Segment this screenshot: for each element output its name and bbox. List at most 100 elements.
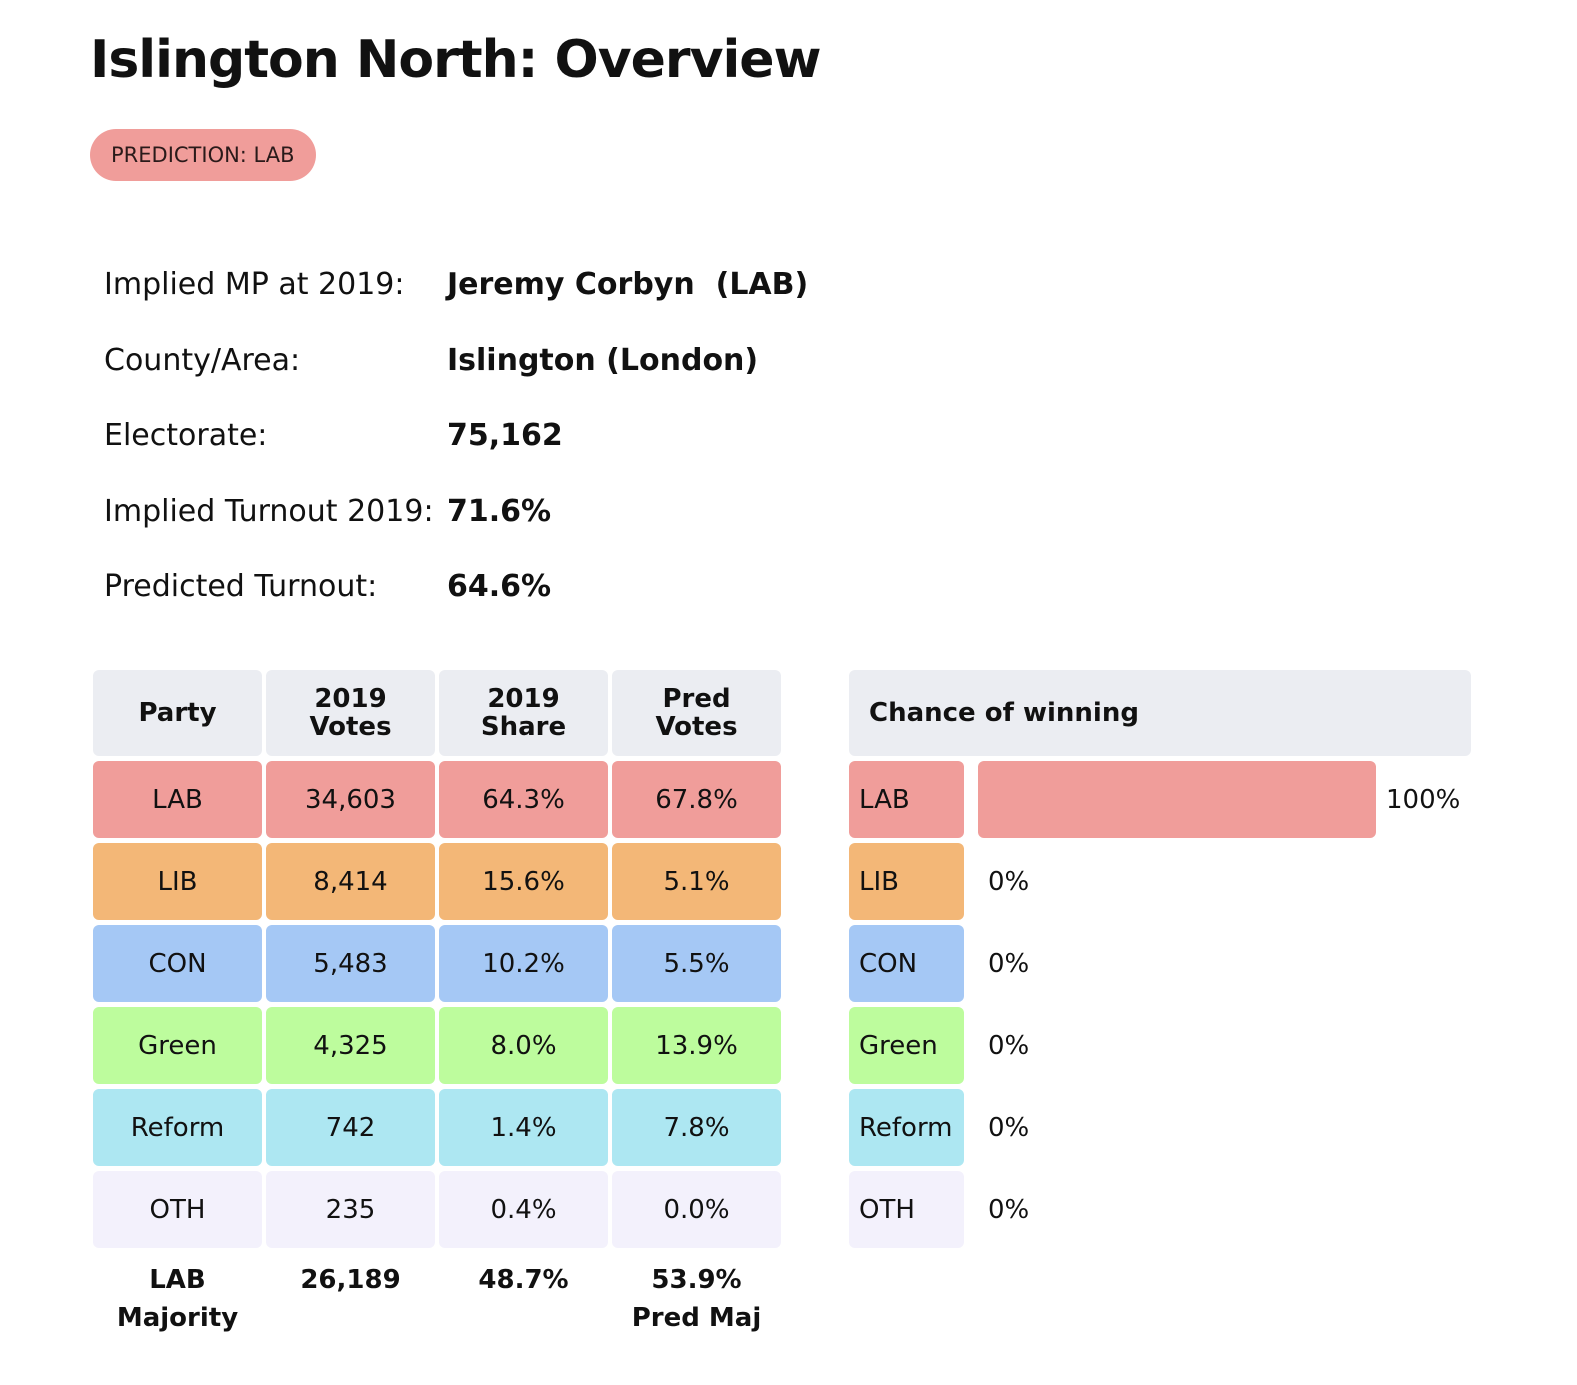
table-row: LAB 34,603 64.3% 67.8%: [93, 761, 783, 838]
party-cell: CON: [93, 925, 262, 1002]
header-line: Party: [138, 698, 217, 728]
majority-label-text: Majority: [116, 1303, 239, 1333]
share-2019-cell: 64.3%: [439, 761, 608, 838]
header-line: Share: [480, 712, 567, 742]
pred-votes-cell: 7.8%: [612, 1089, 781, 1166]
majority-share: 48.7%: [439, 1261, 608, 1337]
share-2019-cell: 0.4%: [439, 1171, 608, 1248]
info-value: Jeremy Corbyn (LAB): [447, 267, 809, 303]
party-cell: LIB: [93, 843, 262, 920]
chance-value: 0%: [988, 866, 1030, 897]
votes-2019-cell: 5,483: [266, 925, 435, 1002]
chance-header: Chance of winning: [849, 670, 1471, 756]
header-party: Party: [93, 670, 262, 756]
pred-votes-cell: 13.9%: [612, 1007, 781, 1084]
pred-majority-value: 53.9%: [651, 1265, 742, 1295]
party-cell: LAB: [93, 761, 262, 838]
chance-row: Green 0%: [849, 1007, 1471, 1084]
header-line: Pred: [662, 684, 731, 714]
majority-label: LAB Majority: [93, 1261, 262, 1337]
votes-2019-cell: 742: [266, 1089, 435, 1166]
header-line: Votes: [309, 712, 392, 742]
chance-bar-area: 0%: [978, 843, 1029, 920]
chance-row: LIB 0%: [849, 843, 1471, 920]
chance-bar: [978, 761, 1376, 838]
majority-votes-value: 26,189: [300, 1265, 401, 1295]
chance-party-label: CON: [849, 925, 964, 1002]
table-row: LIB 8,414 15.6% 5.1%: [93, 843, 783, 920]
info-row-predicted-turnout: Predicted Turnout: 64.6%: [104, 549, 904, 625]
pred-votes-cell: 5.1%: [612, 843, 781, 920]
info-value: Islington (London): [447, 342, 759, 378]
info-label: Implied MP at 2019:: [104, 267, 405, 303]
header-pred-votes: Pred Votes: [612, 670, 781, 756]
page-title: Islington North: Overview: [90, 30, 822, 90]
chance-party-label: Reform: [849, 1089, 964, 1166]
chance-value: 0%: [988, 1194, 1030, 1225]
info-value: 75,162: [447, 418, 563, 454]
header-line: Votes: [655, 712, 738, 742]
majority-votes: 26,189: [266, 1261, 435, 1337]
info-label: Implied Turnout 2019:: [104, 493, 434, 529]
share-2019-cell: 8.0%: [439, 1007, 608, 1084]
chance-value: 100%: [1386, 784, 1461, 815]
info-row-mp: Implied MP at 2019: Jeremy Corbyn (LAB): [104, 247, 904, 323]
info-value: 71.6%: [447, 493, 552, 529]
votes-2019-cell: 4,325: [266, 1007, 435, 1084]
header-2019-share: 2019 Share: [439, 670, 608, 756]
pred-majority-label: Pred Maj: [631, 1303, 762, 1333]
chance-row: Reform 0%: [849, 1089, 1471, 1166]
info-label: Electorate:: [104, 418, 268, 454]
chance-party-label: LIB: [849, 843, 964, 920]
results-table: Party 2019 Votes 2019 Share Pred Votes L…: [93, 670, 783, 1337]
header-2019-votes: 2019 Votes: [266, 670, 435, 756]
table-footer-row: LAB Majority 26,189 48.7% 53.9% Pred Maj: [93, 1261, 783, 1337]
info-label: County/Area:: [104, 342, 301, 378]
share-2019-cell: 10.2%: [439, 925, 608, 1002]
info-row-implied-turnout: Implied Turnout 2019: 71.6%: [104, 474, 904, 550]
chance-bar-area: 0%: [978, 1089, 1029, 1166]
chance-of-winning-panel: Chance of winning LAB 100% LIB 0% CON 0% Green…: [849, 670, 1471, 1253]
chance-party-label: OTH: [849, 1171, 964, 1248]
chance-party-label: Green: [849, 1007, 964, 1084]
party-cell: Green: [93, 1007, 262, 1084]
chance-row: CON 0%: [849, 925, 1471, 1002]
share-2019-cell: 1.4%: [439, 1089, 608, 1166]
table-row: OTH 235 0.4% 0.0%: [93, 1171, 783, 1248]
party-cell: Reform: [93, 1089, 262, 1166]
pred-votes-cell: 67.8%: [612, 761, 781, 838]
chance-value: 0%: [988, 948, 1030, 979]
info-value: 64.6%: [447, 569, 552, 605]
table-header-row: Party 2019 Votes 2019 Share Pred Votes: [93, 670, 783, 756]
votes-2019-cell: 235: [266, 1171, 435, 1248]
info-row-electorate: Electorate: 75,162: [104, 398, 904, 474]
chance-bar-area: 0%: [978, 1007, 1029, 1084]
header-line: 2019: [314, 684, 387, 714]
info-row-area: County/Area: Islington (London): [104, 323, 904, 399]
chance-row: OTH 0%: [849, 1171, 1471, 1248]
party-cell: OTH: [93, 1171, 262, 1248]
chance-bar-area: 100%: [978, 761, 1460, 838]
chance-row: LAB 100%: [849, 761, 1471, 838]
votes-2019-cell: 34,603: [266, 761, 435, 838]
pred-votes-cell: 0.0%: [612, 1171, 781, 1248]
majority-label-party: LAB: [149, 1265, 206, 1295]
table-row: Reform 742 1.4% 7.8%: [93, 1089, 783, 1166]
votes-2019-cell: 8,414: [266, 843, 435, 920]
share-2019-cell: 15.6%: [439, 843, 608, 920]
table-row: Green 4,325 8.0% 13.9%: [93, 1007, 783, 1084]
chance-bar-area: 0%: [978, 1171, 1029, 1248]
chance-value: 0%: [988, 1030, 1030, 1061]
pred-majority: 53.9% Pred Maj: [612, 1261, 781, 1337]
majority-share-value: 48.7%: [478, 1265, 569, 1295]
header-line: 2019: [487, 684, 560, 714]
prediction-badge: PREDICTION: LAB: [90, 129, 316, 181]
table-row: CON 5,483 10.2% 5.5%: [93, 925, 783, 1002]
constituency-info: Implied MP at 2019: Jeremy Corbyn (LAB) …: [104, 247, 904, 625]
pred-votes-cell: 5.5%: [612, 925, 781, 1002]
chance-body: LAB 100% LIB 0% CON 0% Green 0% Reform 0% OTH 0%: [849, 761, 1471, 1248]
table-body: LAB 34,603 64.3% 67.8% LIB 8,414 15.6% 5.1% CON 5…: [93, 761, 783, 1248]
chance-value: 0%: [988, 1112, 1030, 1143]
info-label: Predicted Turnout:: [104, 569, 378, 605]
chance-party-label: LAB: [849, 761, 964, 838]
